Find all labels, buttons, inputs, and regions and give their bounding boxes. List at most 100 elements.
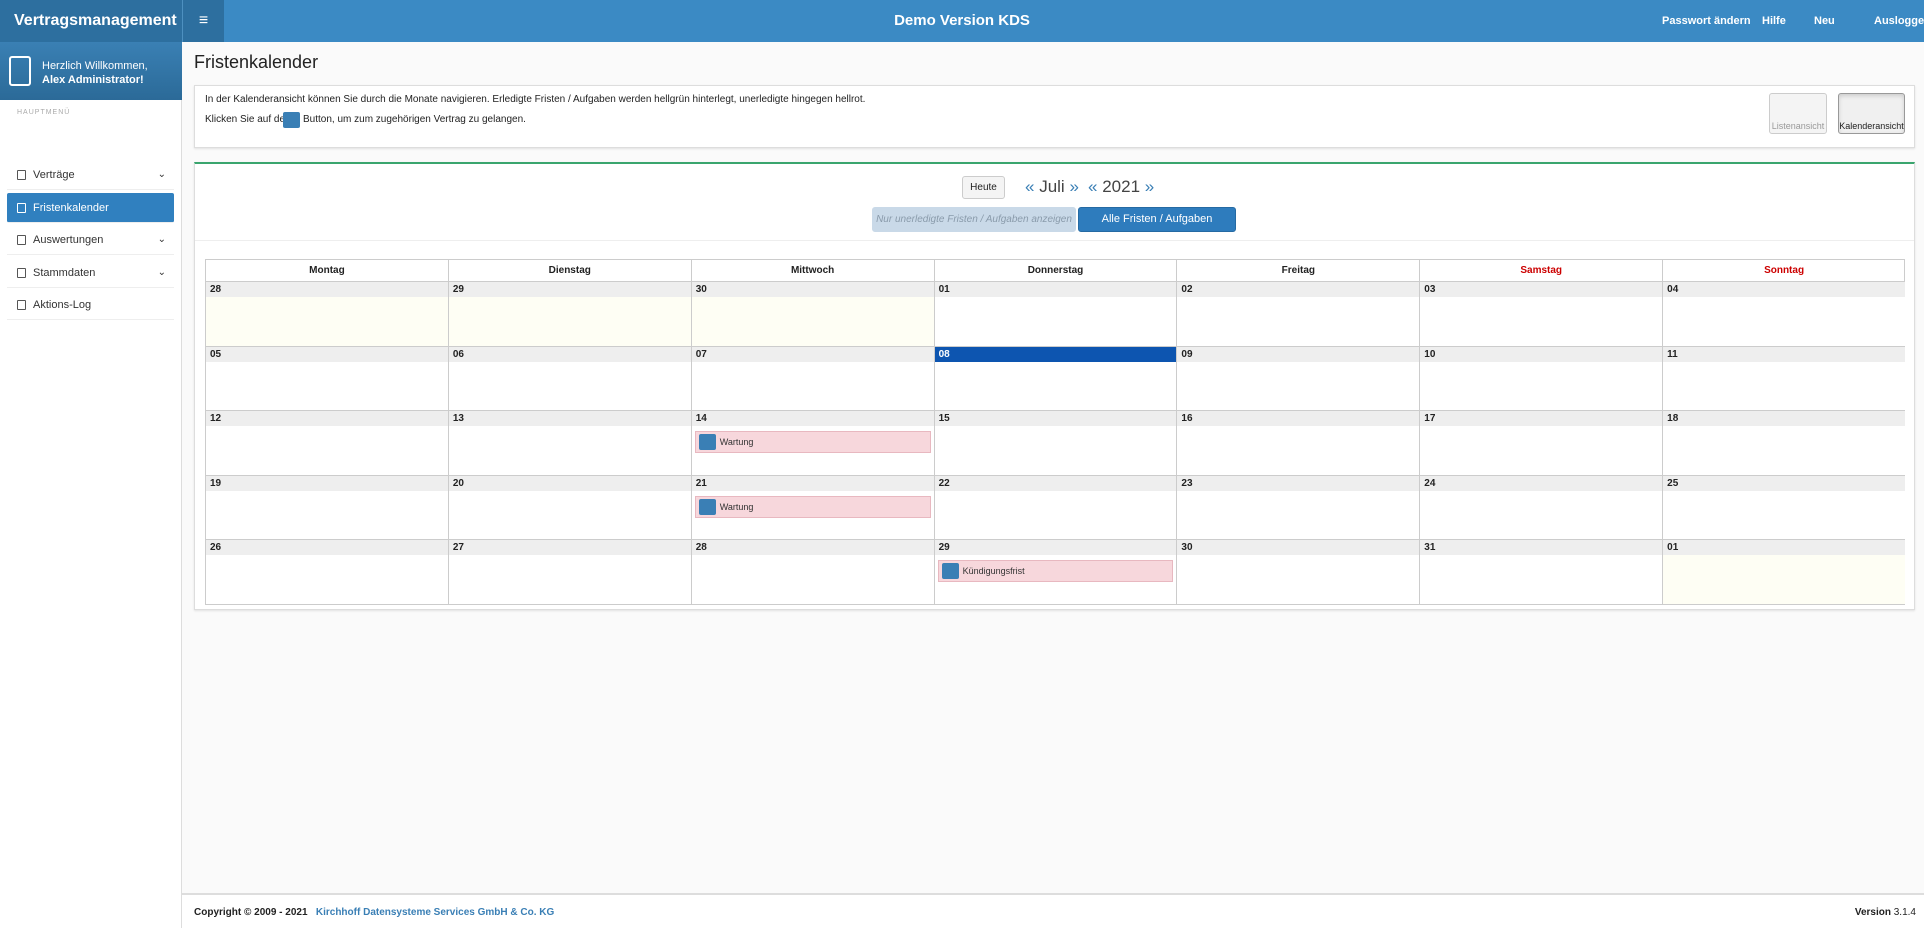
day-cell: 21 Wartung xyxy=(690,475,934,540)
view-button[interactable]: Kalenderansicht xyxy=(1838,93,1905,134)
event[interactable]: Wartung xyxy=(694,431,931,453)
chevron: ⌄ xyxy=(157,266,166,278)
day-number: 16 xyxy=(1177,411,1420,426)
footer: Copyright © 2009 - 2021 Kirchhoff Datens… xyxy=(182,893,1924,928)
day-cell: 29 Kündigungsfrist xyxy=(933,540,1177,605)
menu-item[interactable]: Auswertungen ⌄ xyxy=(7,225,174,255)
link-icon[interactable] xyxy=(698,434,716,450)
day-cell: 17 xyxy=(1419,411,1663,476)
weekday: Donnerstag xyxy=(933,260,1177,282)
header-link[interactable]: Ausloggen xyxy=(1874,15,1924,27)
day-number: 15 xyxy=(934,411,1177,426)
info-text: Button, um zum zugehörigen Vertrag zu ge… xyxy=(303,114,526,125)
day-cell: 27 xyxy=(447,540,691,605)
prev-year[interactable]: « xyxy=(1088,177,1098,196)
day-number: 29 xyxy=(448,282,691,297)
day-cell: 20 xyxy=(447,475,691,540)
day-cell: 29 xyxy=(447,282,691,347)
year-nav: « 2021 » xyxy=(1088,177,1154,197)
day-number: 26 xyxy=(206,540,448,555)
link-icon[interactable] xyxy=(698,498,716,515)
menu-item[interactable]: Verträge ⌄ xyxy=(7,160,174,190)
day-number: 02 xyxy=(1177,282,1420,297)
day-number: 27 xyxy=(448,540,691,555)
day-number: 18 xyxy=(1663,411,1905,426)
day-cell: 22 xyxy=(933,475,1177,540)
header-link[interactable]: Neu xyxy=(1814,15,1835,27)
menu-icon xyxy=(17,202,26,213)
day-cell: 26 xyxy=(205,540,448,605)
today-button[interactable]: Heute xyxy=(962,176,1005,199)
day-number: 29 xyxy=(934,540,1177,555)
menu-item[interactable]: Fristenkalender xyxy=(7,192,174,223)
copyright-text: Copyright © 2009 - 2021 xyxy=(194,907,308,918)
day-cell: 07 xyxy=(690,346,934,411)
day-number: 30 xyxy=(691,282,934,297)
view-button[interactable]: Listenansicht xyxy=(1769,93,1827,134)
user-icon xyxy=(9,56,31,86)
day-cell: 12 xyxy=(205,411,448,476)
menu-icon xyxy=(17,267,26,278)
copyright: Copyright © 2009 - 2021 Kirchhoff Datens… xyxy=(194,907,554,918)
day-number: 21 xyxy=(691,475,934,491)
month-nav: « Juli » xyxy=(1025,177,1079,197)
year: 2021 xyxy=(1102,177,1141,196)
weekday: Freitag xyxy=(1176,260,1420,282)
day-cell: 23 xyxy=(1176,475,1420,540)
next-year[interactable]: » xyxy=(1144,177,1155,196)
day-number: 13 xyxy=(448,411,691,426)
day-cell: 19 xyxy=(205,475,448,540)
event[interactable]: Wartung xyxy=(694,495,931,518)
day-number: 17 xyxy=(1420,411,1663,426)
chevron: ⌄ xyxy=(157,169,166,180)
header-link[interactable]: Hilfe xyxy=(1762,15,1786,27)
weekday: Dienstag xyxy=(447,260,691,282)
day-number: 12 xyxy=(206,411,448,426)
day-cell: 05 xyxy=(205,346,448,411)
day-cell: 30 xyxy=(690,282,934,347)
day-number: 25 xyxy=(1663,475,1905,491)
welcome-box: Herzlich Willkommen, Alex Administrator! xyxy=(0,42,182,100)
day-number: 11 xyxy=(1663,346,1905,362)
menu-item[interactable]: Aktions-Log xyxy=(7,290,174,320)
day-number: 23 xyxy=(1177,475,1420,491)
info-text: Klicken Sie auf den xyxy=(205,114,291,125)
event[interactable]: Kündigungsfrist xyxy=(937,560,1174,582)
day-number: 30 xyxy=(1177,540,1420,555)
menu-section: HAUPTMENÜ xyxy=(17,109,71,116)
day-number: 07 xyxy=(691,346,934,362)
menu-toggle[interactable]: ≡ xyxy=(182,0,224,42)
info-text: In der Kalenderansicht können Sie durch … xyxy=(205,94,866,105)
chevron: ⌄ xyxy=(157,234,166,245)
day-cell: 08 xyxy=(933,346,1177,411)
calendar-grid: Montag Dienstag Mittwoch Donnerstag Freitag S… xyxy=(205,259,1905,605)
next-month[interactable]: » xyxy=(1069,177,1079,196)
day-cell: 28 xyxy=(205,282,448,347)
app-title: Demo Version KDS xyxy=(894,12,1030,29)
month: Juli xyxy=(1039,177,1065,196)
prev-month[interactable]: « xyxy=(1025,177,1035,196)
day-number: 04 xyxy=(1663,282,1905,297)
day-cell: 11 xyxy=(1662,346,1905,411)
day-number: 31 xyxy=(1420,540,1663,555)
day-cell: 14 Wartung xyxy=(690,411,934,476)
day-number: 20 xyxy=(448,475,691,491)
company-link[interactable]: Kirchhoff Datensysteme Services GmbH & C… xyxy=(315,907,555,918)
link-icon[interactable] xyxy=(941,563,959,579)
day-cell: 24 xyxy=(1419,475,1663,540)
filter-button[interactable]: Nur unerledigte Fristen / Aufgaben anzei… xyxy=(872,207,1076,232)
info-box: In der Kalenderansicht können Sie durch … xyxy=(194,85,1915,148)
header-link[interactable]: Passwort ändern xyxy=(1662,15,1751,27)
day-number: 10 xyxy=(1420,346,1663,362)
menu-item[interactable]: Stammdaten ⌄ xyxy=(7,258,174,288)
menu-icon xyxy=(17,300,26,310)
day-number: 24 xyxy=(1420,475,1663,491)
day-cell: 13 xyxy=(447,411,691,476)
weekday: Sonntag xyxy=(1662,260,1905,282)
brand[interactable]: Vertragsmanagement xyxy=(0,0,182,42)
version: Version 3.1.4 xyxy=(1855,907,1916,918)
day-number: 09 xyxy=(1177,346,1420,362)
filter-button[interactable]: Alle Fristen / Aufgaben anzeigen xyxy=(1078,207,1236,248)
